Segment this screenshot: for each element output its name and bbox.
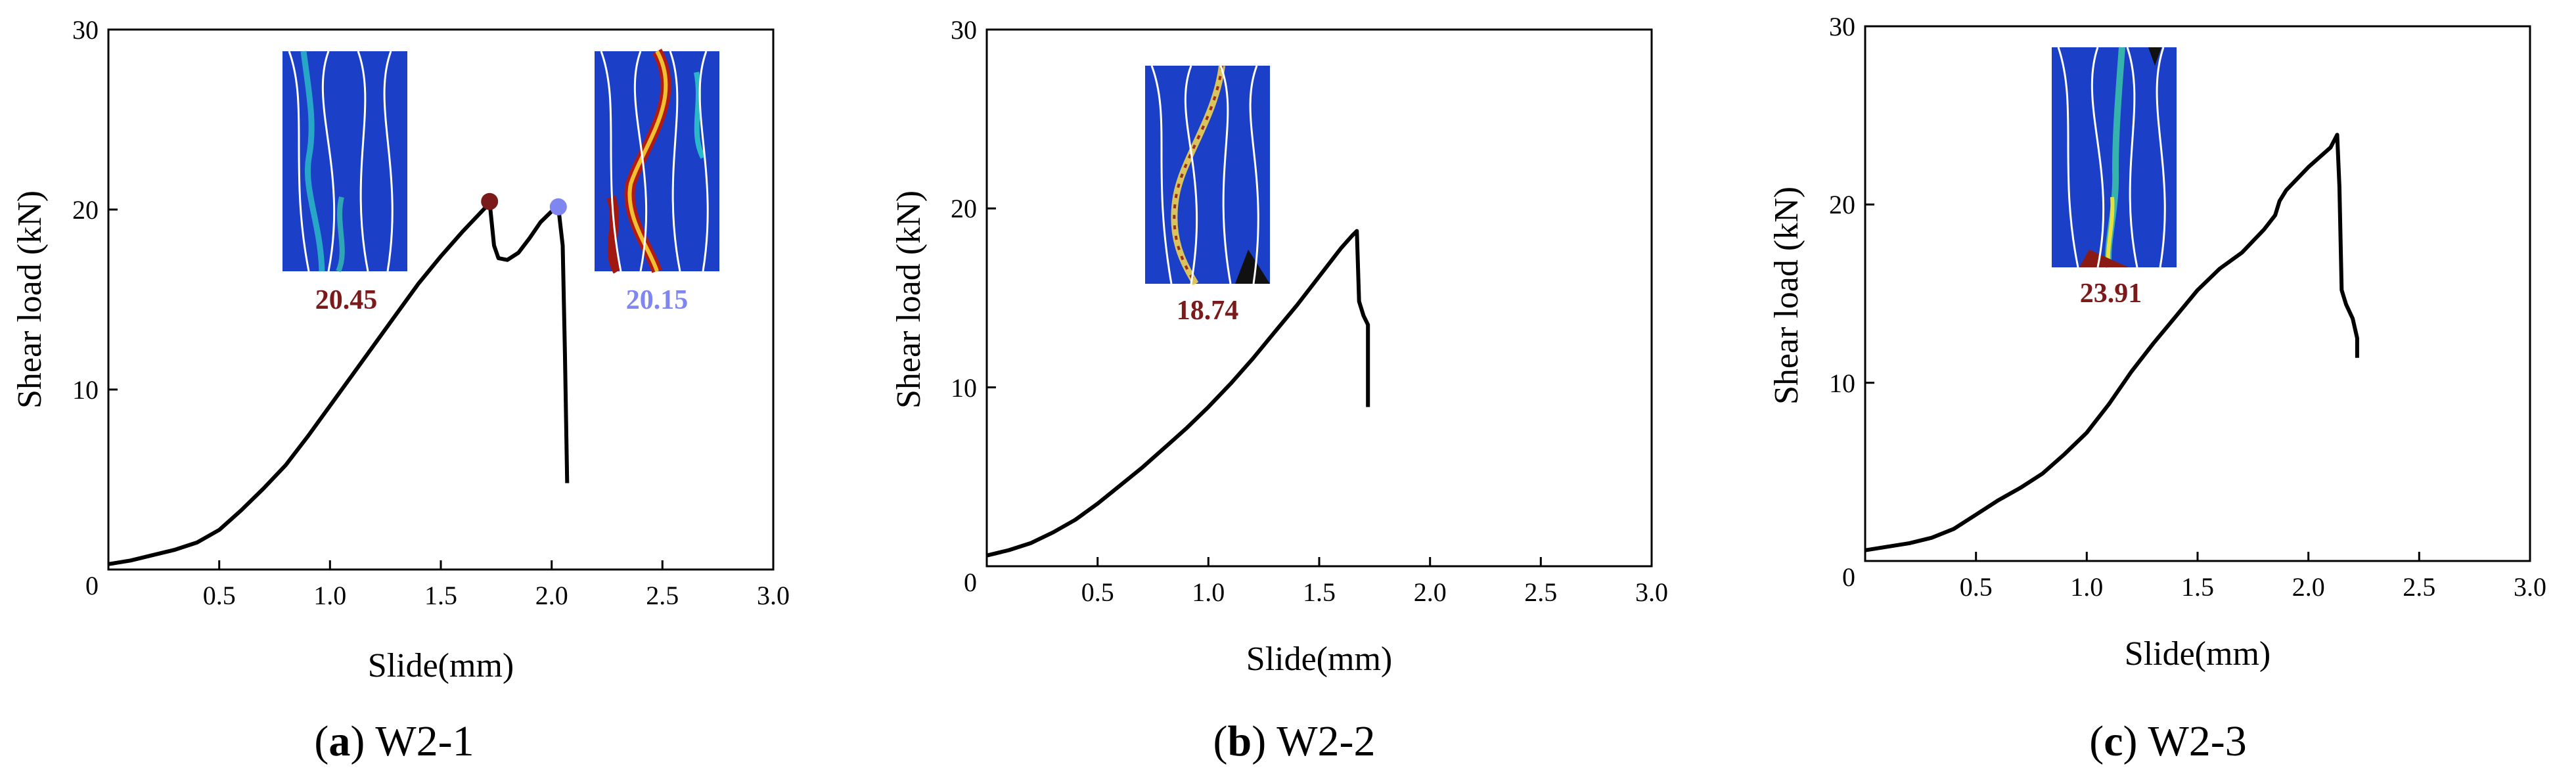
y-tick-label-c-1: 10: [1829, 369, 1855, 398]
x-tick-label-c-3: 1.5: [2181, 572, 2214, 602]
x-tick-label-a-1: 0.5: [203, 581, 236, 610]
caption-a-open: (: [314, 717, 328, 765]
x-tick-label-a-3: 1.5: [424, 581, 457, 610]
x-tick-label-a-2: 1.0: [313, 581, 346, 610]
y-axis-title-c: Shear load (kN): [1768, 187, 1805, 405]
y-axis-title-a: Shear load (kN): [11, 190, 49, 409]
peak-label-b-1: 18.74: [1177, 296, 1239, 326]
caption-c: (c) W2-3: [2089, 717, 2247, 765]
y-tick-label-b-3: 30: [951, 15, 977, 45]
panel-c: 0 0.5 1.0 1.5 2.0 2.5 3.0 10 20 30 Slide…: [1768, 12, 2546, 673]
x-ticks-a: [108, 208, 664, 570]
x-tick-label-b-4: 2.0: [1414, 577, 1447, 607]
panel-a: 0 0.5 1.0 1.5 2.0 2.5 3.0 10 20 30 Slide…: [11, 15, 790, 684]
caption-b-letter: b: [1228, 717, 1252, 765]
origin-label-c: 0: [1842, 562, 1855, 592]
plot-frame-b: [985, 28, 1653, 568]
inset-image-a-1: [282, 51, 407, 273]
y-tick-label-a-1: 10: [72, 375, 99, 405]
inset-image-c-1: [2052, 47, 2177, 268]
inset-image-b-1: [1145, 65, 1270, 286]
peak-label-c-1: 23.91: [2080, 279, 2142, 309]
x-ticks-c: [1865, 203, 2420, 561]
inset-image-a-2: [595, 49, 719, 274]
curve-c: [1864, 133, 2359, 552]
caption-c-close: ): [2123, 717, 2138, 765]
peak-marker-a-1: [481, 192, 499, 210]
x-tick-label-a-6: 3.0: [757, 581, 790, 610]
curve-a: [108, 199, 570, 566]
curve-b: [986, 229, 1370, 558]
plot-frame-c: [1864, 25, 2531, 562]
caption-c-name: W2-3: [2148, 717, 2246, 765]
x-tick-label-b-3: 1.5: [1303, 577, 1336, 607]
peak-label-a-1: 20.45: [315, 285, 378, 315]
x-tick-label-b-5: 2.5: [1524, 577, 1557, 607]
peak-label-a-2: 20.15: [626, 285, 689, 315]
caption-a-name: W2-1: [375, 717, 474, 765]
caption-c-letter: c: [2104, 717, 2123, 765]
caption-a-close: ): [350, 717, 365, 765]
x-tick-label-c-5: 2.5: [2403, 572, 2435, 602]
y-tick-label-c-3: 30: [1829, 12, 1855, 41]
x-tick-label-a-4: 2.0: [535, 581, 568, 610]
x-tick-label-c-1: 0.5: [1960, 572, 1993, 602]
caption-a: (a) W2-1: [314, 717, 474, 765]
y-tick-label-b-2: 20: [951, 194, 977, 223]
y-tick-label-b-1: 10: [951, 373, 977, 403]
caption-b-name: W2-2: [1277, 717, 1375, 765]
x-axis-title-b: Slide(mm): [1246, 640, 1392, 678]
caption-a-letter: a: [328, 717, 350, 765]
y-axis-title-b: Shear load (kN): [890, 190, 928, 409]
x-tick-label-a-5: 2.5: [646, 581, 679, 610]
origin-label-a: 0: [85, 571, 99, 600]
y-tick-label-a-3: 30: [72, 15, 99, 45]
x-tick-label-b-2: 1.0: [1192, 577, 1225, 607]
origin-label-b: 0: [964, 568, 977, 597]
y-tick-label-c-2: 20: [1829, 190, 1855, 219]
caption-b-open: (: [1213, 717, 1228, 765]
x-ticks-b: [987, 207, 1542, 566]
y-tick-label-a-2: 20: [72, 195, 99, 225]
x-tick-label-c-6: 3.0: [2514, 572, 2546, 602]
x-tick-label-c-2: 1.0: [2070, 572, 2103, 602]
x-axis-title-c: Slide(mm): [2125, 635, 2271, 673]
x-tick-label-b-6: 3.0: [1635, 577, 1668, 607]
caption-c-open: (: [2089, 717, 2104, 765]
x-axis-title-a: Slide(mm): [368, 647, 514, 684]
panel-b: 0 0.5 1.0 1.5 2.0 2.5 3.0 10 20 30 Slide…: [890, 15, 1668, 678]
caption-b-close: ): [1252, 717, 1266, 765]
x-tick-label-b-1: 0.5: [1081, 577, 1114, 607]
peak-marker-a-2: [549, 198, 567, 215]
x-tick-label-c-4: 2.0: [2292, 572, 2325, 602]
caption-b: (b) W2-2: [1213, 717, 1376, 765]
